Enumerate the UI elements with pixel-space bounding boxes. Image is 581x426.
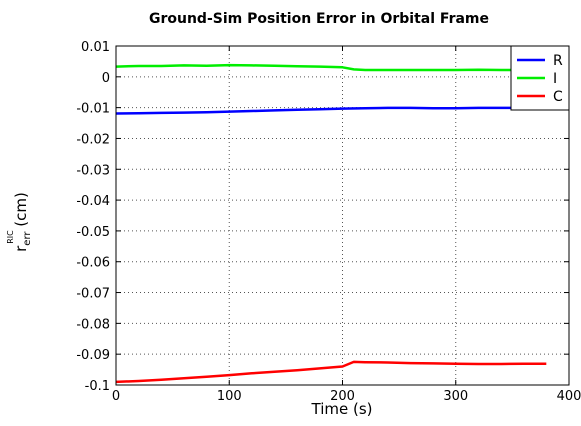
series-line-i (115, 63, 547, 72)
y-tick-label: -0.05 (76, 225, 110, 240)
y-axis-label-unit: (cm) (12, 192, 30, 227)
y-axis-label-main: r (12, 245, 30, 252)
legend: RIC (510, 45, 570, 111)
svg-text:rerr (cm): rerr (cm) (12, 192, 33, 252)
y-tick-label: -0.03 (76, 163, 110, 178)
grid (116, 46, 569, 385)
y-axis-label: rerr (cm) RIC (6, 192, 33, 252)
legend-label-r: R (553, 53, 563, 69)
x-axis-label: Time (s) (311, 400, 373, 418)
y-tick-label: 0.01 (81, 40, 110, 55)
series-line-c (115, 360, 547, 384)
series-line-r (115, 106, 547, 115)
ticks: 0 100 200 300 400 0.01 0 -0.01 -0.02 -0.03 -0.04 -0… (76, 40, 581, 404)
series-lines (115, 63, 547, 384)
legend-label-i: I (553, 71, 557, 87)
y-tick-label: -0.09 (76, 348, 110, 363)
y-axis-label-sup: RIC (6, 230, 15, 244)
x-tick-label: 0 (112, 389, 120, 404)
x-tick-label: 300 (443, 389, 468, 404)
y-tick-label: -0.04 (76, 194, 110, 209)
y-axis-label-sub: err (22, 231, 33, 246)
y-tick-label: -0.02 (76, 132, 110, 147)
y-tick-label: -0.07 (76, 287, 110, 302)
y-tick-label: -0.1 (85, 379, 110, 394)
y-tick-label: -0.06 (76, 256, 110, 271)
x-tick-label: 400 (557, 389, 581, 404)
x-tick-label: 200 (330, 389, 355, 404)
y-tick-label: -0.01 (76, 102, 110, 117)
y-tick-label: -0.08 (76, 317, 110, 332)
legend-label-c: C (553, 89, 563, 105)
y-tick-label: 0 (102, 71, 110, 86)
chart-title: Ground-Sim Position Error in Orbital Fra… (149, 11, 489, 27)
x-tick-label: 100 (217, 389, 242, 404)
